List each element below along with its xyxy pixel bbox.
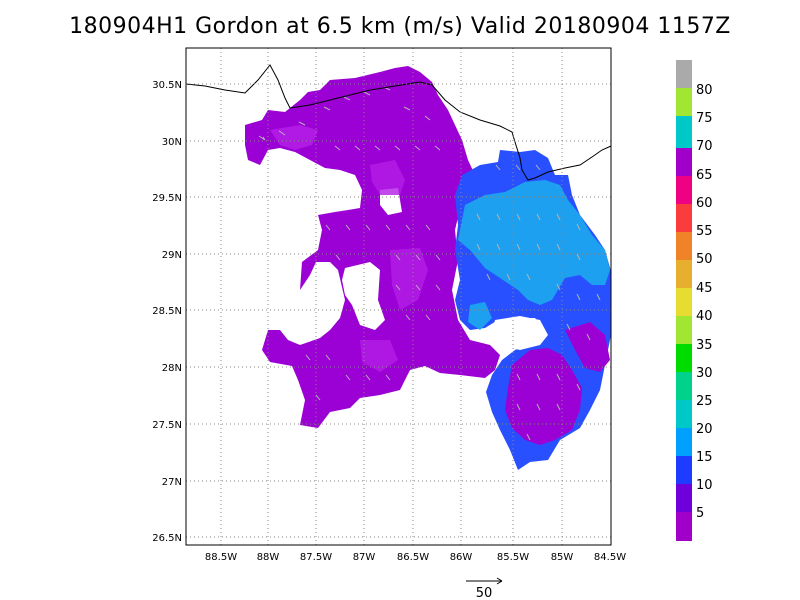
colorbar-label-70: 70 [696, 139, 713, 154]
map-title: 180904H1 Gordon at 6.5 km (m/s) Valid 20… [69, 14, 731, 39]
grid-lines [186, 48, 611, 545]
lon-label-86W: 86W [450, 552, 473, 563]
colorbar-swatch-6 [676, 344, 692, 372]
lat-label-30N: 30N [162, 137, 182, 148]
colorbar-swatch-9 [676, 260, 692, 288]
lat-label-30.5N: 30.5N [152, 80, 182, 91]
lon-label-85W: 85W [551, 552, 574, 563]
lon-label-88.5W: 88.5W [205, 552, 237, 563]
colorbar-label-15: 15 [696, 450, 713, 465]
colorbar-label-75: 75 [696, 111, 713, 126]
colorbar-swatch-15 [676, 88, 692, 116]
colorbar-label-65: 65 [696, 168, 713, 183]
colorbar-label-40: 40 [696, 309, 713, 324]
colorbar-label-35: 35 [696, 338, 713, 353]
reference-vector: 50 [466, 577, 503, 600]
colorbar-label-80: 80 [696, 83, 713, 98]
swath-east [455, 150, 611, 470]
colorbar-swatch-3 [676, 428, 692, 456]
magenta-blob-1 [270, 125, 318, 150]
wind-speed-field [245, 66, 611, 470]
lat-label-27N: 27N [162, 477, 182, 488]
colorbar-swatch-8 [676, 288, 692, 316]
colorbar-label-50: 50 [696, 252, 713, 267]
lon-axis-labels: 88.5W 88W 87.5W 87W 86.5W 86W 85.5W 85W … [205, 552, 626, 563]
swath-west [245, 66, 500, 428]
wind-vectors [258, 86, 601, 441]
colorbar-swatch-5 [676, 372, 692, 400]
colorbar-swatch-12 [676, 176, 692, 204]
colorbar-swatch-2 [676, 456, 692, 484]
colorbar-swatch-10 [676, 232, 692, 260]
colorbar-label-55: 55 [696, 224, 713, 239]
magenta-blob-3 [390, 248, 428, 310]
lon-label-88W: 88W [257, 552, 280, 563]
plot-frame [185, 47, 612, 546]
colorbar: 5 10 15 20 25 30 35 40 45 50 55 60 65 70… [676, 60, 713, 541]
cyan-patch [468, 302, 492, 330]
colorbar-swatch-16 [676, 60, 692, 88]
colorbar-label-60: 60 [696, 196, 713, 211]
lat-axis-labels: 30.5N 30N 29.5N 29N 28.5N 28N 27.5N 27N … [152, 80, 182, 544]
lon-label-85.5W: 85.5W [497, 552, 529, 563]
colorbar-label-5: 5 [696, 506, 704, 521]
lon-label-84.5W: 84.5W [594, 552, 626, 563]
reference-label: 50 [476, 586, 493, 600]
reference-arrowhead [496, 577, 503, 585]
colorbar-swatch-1 [676, 484, 692, 512]
colorbar-label-45: 45 [696, 281, 713, 296]
magenta-blob-2 [370, 160, 405, 195]
colorbar-swatch-11 [676, 204, 692, 232]
lon-label-87W: 87W [353, 552, 376, 563]
magenta-blob-4 [360, 340, 398, 372]
lat-label-29.5N: 29.5N [152, 193, 182, 204]
lon-label-86.5W: 86.5W [397, 552, 429, 563]
colorbar-swatch-13 [676, 148, 692, 176]
purple-area [245, 66, 500, 428]
lat-label-26.5N: 26.5N [152, 533, 182, 544]
colorbar-label-20: 20 [696, 422, 713, 437]
lon-label-87.5W: 87.5W [300, 552, 332, 563]
colorbar-label-10: 10 [696, 478, 713, 493]
colorbar-swatch-7 [676, 316, 692, 344]
colorbar-swatch-4 [676, 400, 692, 428]
lat-label-28.5N: 28.5N [152, 306, 182, 317]
colorbar-swatch-0 [676, 512, 692, 541]
colorbar-label-25: 25 [696, 394, 713, 409]
lat-label-27.5N: 27.5N [152, 420, 182, 431]
lat-label-29N: 29N [162, 250, 182, 261]
purple-south [505, 348, 582, 445]
east-hole [492, 316, 548, 350]
colorbar-swatch-14 [676, 116, 692, 148]
coastline [185, 64, 612, 181]
lat-label-28N: 28N [162, 363, 182, 374]
cyan-area [458, 180, 610, 305]
colorbar-label-30: 30 [696, 366, 713, 381]
purple-east-edge [565, 322, 610, 372]
